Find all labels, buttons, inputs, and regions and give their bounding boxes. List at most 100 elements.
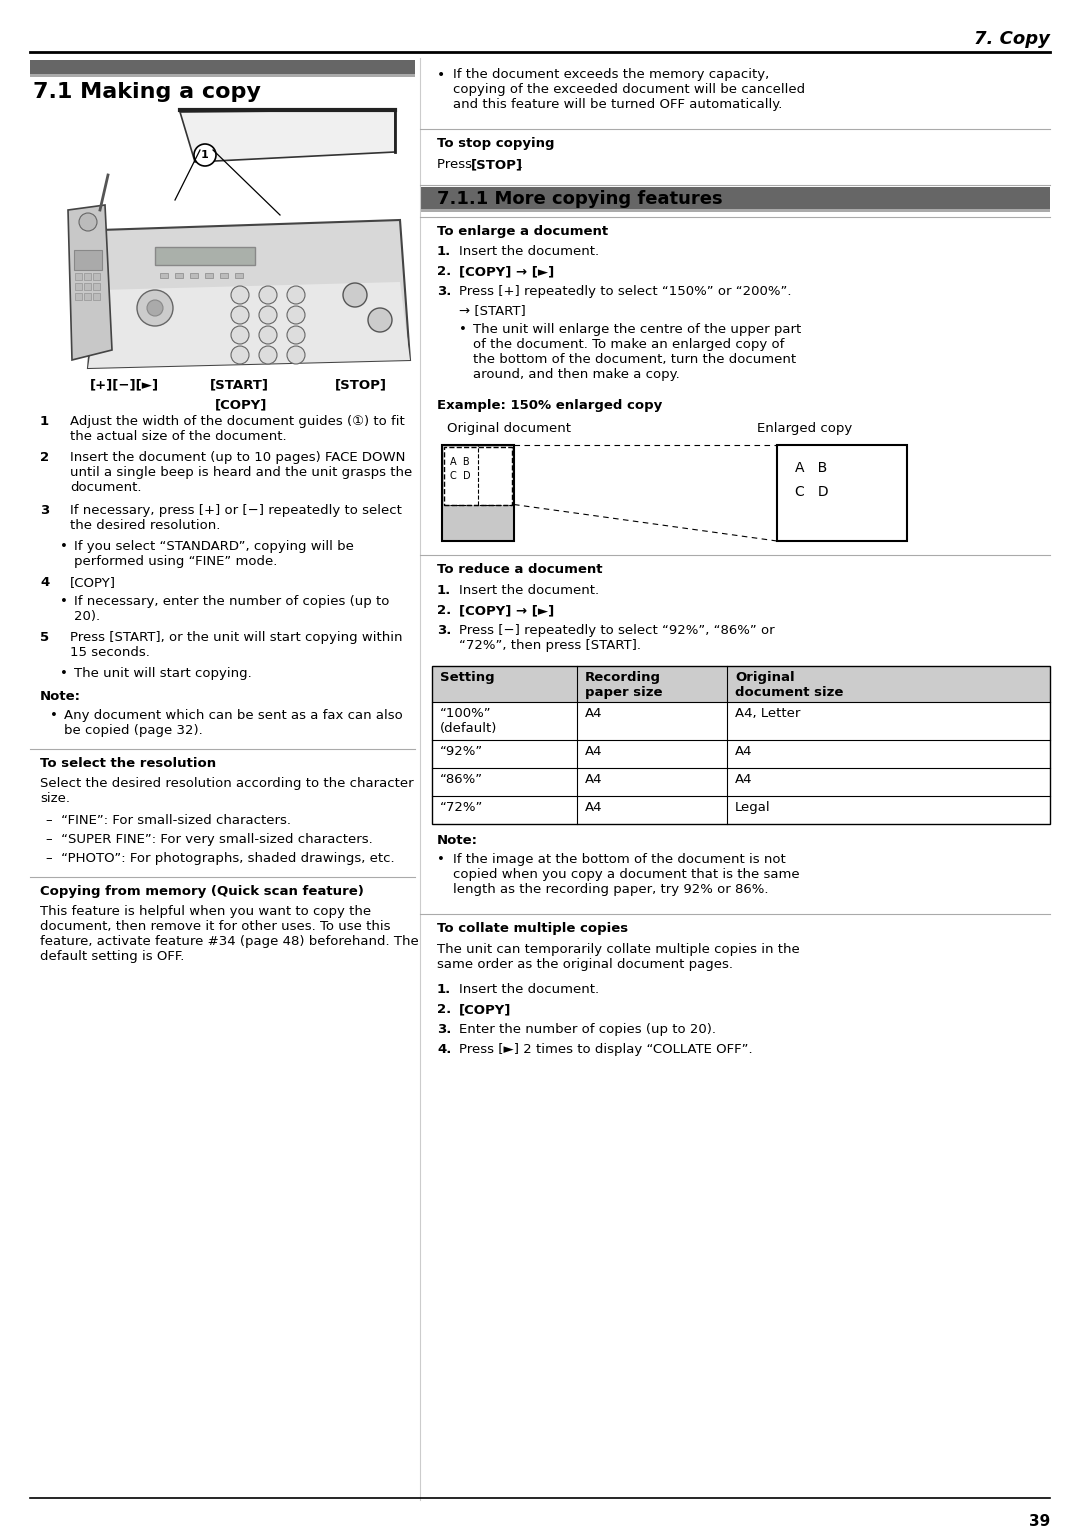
Bar	[420, 209, 1050, 212]
Bar	[444, 446, 512, 504]
Text: Original document: Original document	[447, 422, 571, 435]
Text: 2.: 2.	[437, 1002, 451, 1016]
Circle shape	[287, 306, 305, 324]
Bar	[432, 666, 1050, 824]
Text: If the document exceeds the memory capacity,
copying of the exceeded document wi: If the document exceeds the memory capac…	[453, 69, 805, 112]
Circle shape	[137, 290, 173, 325]
Text: A4: A4	[735, 746, 753, 758]
Bar	[75, 283, 82, 290]
Text: –  “FINE”: For small-sized characters.: – “FINE”: For small-sized characters.	[46, 814, 291, 827]
Text: 5: 5	[40, 631, 49, 643]
Text: Legal: Legal	[735, 801, 771, 814]
Text: The unit will enlarge the centre of the upper part
of the document. To make an e: The unit will enlarge the centre of the …	[473, 322, 801, 380]
Text: The unit will start copying.: The unit will start copying.	[75, 668, 252, 680]
Text: [STOP]: [STOP]	[335, 377, 387, 391]
Text: [START]: [START]	[210, 377, 269, 391]
Text: •: •	[437, 69, 445, 83]
Circle shape	[343, 283, 367, 307]
Text: Press [START], or the unit will start copying within
15 seconds.: Press [START], or the unit will start co…	[70, 631, 403, 659]
Bar	[93, 274, 100, 280]
Circle shape	[368, 309, 392, 332]
Text: •: •	[50, 709, 58, 723]
Text: To select the resolution: To select the resolution	[40, 756, 216, 770]
Text: 4.: 4.	[437, 1044, 451, 1056]
Text: To enlarge a document: To enlarge a document	[437, 225, 608, 238]
Bar	[190, 274, 198, 278]
Circle shape	[259, 345, 276, 364]
Text: C   D: C D	[795, 484, 828, 500]
Text: [STOP]: [STOP]	[471, 157, 523, 171]
Bar	[75, 293, 82, 299]
Text: The unit can temporarily collate multiple copies in the
same order as the origin: The unit can temporarily collate multipl…	[437, 943, 800, 970]
Text: 39: 39	[1029, 1514, 1050, 1528]
Text: If you select “STANDARD”, copying will be
performed using “FINE” mode.: If you select “STANDARD”, copying will b…	[75, 539, 354, 568]
Text: Any document which can be sent as a fax can also
be copied (page 32).: Any document which can be sent as a fax …	[64, 709, 403, 736]
Bar	[84, 293, 91, 299]
Circle shape	[287, 325, 305, 344]
Circle shape	[147, 299, 163, 316]
Bar	[444, 446, 512, 504]
Bar	[235, 274, 243, 278]
Circle shape	[79, 212, 97, 231]
Text: If necessary, press [+] or [−] repeatedly to select
the desired resolution.: If necessary, press [+] or [−] repeatedl…	[70, 504, 402, 532]
Text: 2: 2	[40, 451, 49, 465]
Circle shape	[231, 286, 249, 304]
Bar	[205, 274, 213, 278]
Bar	[160, 274, 168, 278]
Text: To collate multiple copies: To collate multiple copies	[437, 921, 629, 935]
Text: Insert the document.: Insert the document.	[459, 983, 599, 996]
Text: 1.: 1.	[437, 244, 451, 258]
Text: [COPY]: [COPY]	[215, 397, 268, 411]
Text: –  “SUPER FINE”: For very small-sized characters.: – “SUPER FINE”: For very small-sized cha…	[46, 833, 373, 847]
Bar	[84, 274, 91, 280]
Text: A4: A4	[585, 801, 603, 814]
Text: If the image at the bottom of the document is not
copied when you copy a documen: If the image at the bottom of the docume…	[453, 853, 799, 895]
Text: Insert the document (up to 10 pages) FACE DOWN
until a single beep is heard and : Insert the document (up to 10 pages) FAC…	[70, 451, 413, 494]
Text: “100%”
(default): “100%” (default)	[440, 707, 498, 735]
Circle shape	[259, 325, 276, 344]
Text: Note:: Note:	[437, 834, 478, 847]
Text: 7. Copy: 7. Copy	[974, 31, 1050, 47]
Text: Recording
paper size: Recording paper size	[585, 671, 662, 698]
Text: 1: 1	[40, 416, 49, 428]
Text: 3.: 3.	[437, 1024, 451, 1036]
Text: A4: A4	[585, 707, 603, 720]
Text: “72%”: “72%”	[440, 801, 484, 814]
Text: 1: 1	[201, 150, 208, 160]
Bar	[777, 445, 907, 541]
Circle shape	[194, 144, 216, 167]
Text: Note:: Note:	[40, 691, 81, 703]
Bar	[156, 248, 255, 264]
Text: •: •	[437, 853, 445, 866]
Text: 4: 4	[40, 576, 50, 588]
Text: Press: Press	[437, 157, 476, 171]
Text: A  B: A B	[450, 457, 470, 468]
Text: 3.: 3.	[437, 623, 451, 637]
Text: 7.1 Making a copy: 7.1 Making a copy	[33, 83, 261, 102]
Polygon shape	[87, 283, 410, 368]
Polygon shape	[180, 110, 395, 162]
Text: Original
document size: Original document size	[735, 671, 843, 698]
Circle shape	[287, 345, 305, 364]
Text: A4: A4	[735, 773, 753, 785]
Bar	[75, 251, 102, 270]
Polygon shape	[87, 220, 410, 368]
Bar	[93, 283, 100, 290]
Text: 1.: 1.	[437, 584, 451, 597]
Text: A   B: A B	[795, 461, 827, 475]
Text: Copying from memory (Quick scan feature): Copying from memory (Quick scan feature)	[40, 885, 364, 898]
Text: 3: 3	[40, 504, 50, 516]
Text: [COPY] → [►]: [COPY] → [►]	[459, 264, 554, 278]
Text: Insert the document.: Insert the document.	[459, 244, 599, 258]
Polygon shape	[68, 205, 112, 361]
Bar	[442, 445, 514, 541]
Text: [COPY]: [COPY]	[459, 1002, 511, 1016]
Circle shape	[231, 306, 249, 324]
Text: 2.: 2.	[437, 264, 451, 278]
Text: [+][−][►]: [+][−][►]	[90, 377, 159, 391]
Bar	[75, 274, 82, 280]
Text: A4: A4	[585, 773, 603, 785]
Text: 2.: 2.	[437, 604, 451, 617]
Circle shape	[231, 325, 249, 344]
Text: [COPY] → [►]: [COPY] → [►]	[459, 604, 554, 617]
